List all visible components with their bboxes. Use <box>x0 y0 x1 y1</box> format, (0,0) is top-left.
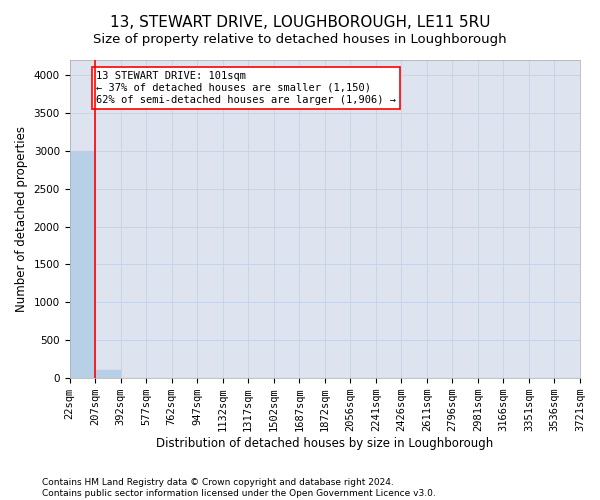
Bar <box>70 151 95 378</box>
Text: Size of property relative to detached houses in Loughborough: Size of property relative to detached ho… <box>93 32 507 46</box>
X-axis label: Distribution of detached houses by size in Loughborough: Distribution of detached houses by size … <box>156 437 493 450</box>
Y-axis label: Number of detached properties: Number of detached properties <box>15 126 28 312</box>
Text: Contains HM Land Registry data © Crown copyright and database right 2024.
Contai: Contains HM Land Registry data © Crown c… <box>42 478 436 498</box>
Text: 13 STEWART DRIVE: 101sqm
← 37% of detached houses are smaller (1,150)
62% of sem: 13 STEWART DRIVE: 101sqm ← 37% of detach… <box>96 72 396 104</box>
Text: 13, STEWART DRIVE, LOUGHBOROUGH, LE11 5RU: 13, STEWART DRIVE, LOUGHBOROUGH, LE11 5R… <box>110 15 490 30</box>
Bar <box>95 370 121 378</box>
